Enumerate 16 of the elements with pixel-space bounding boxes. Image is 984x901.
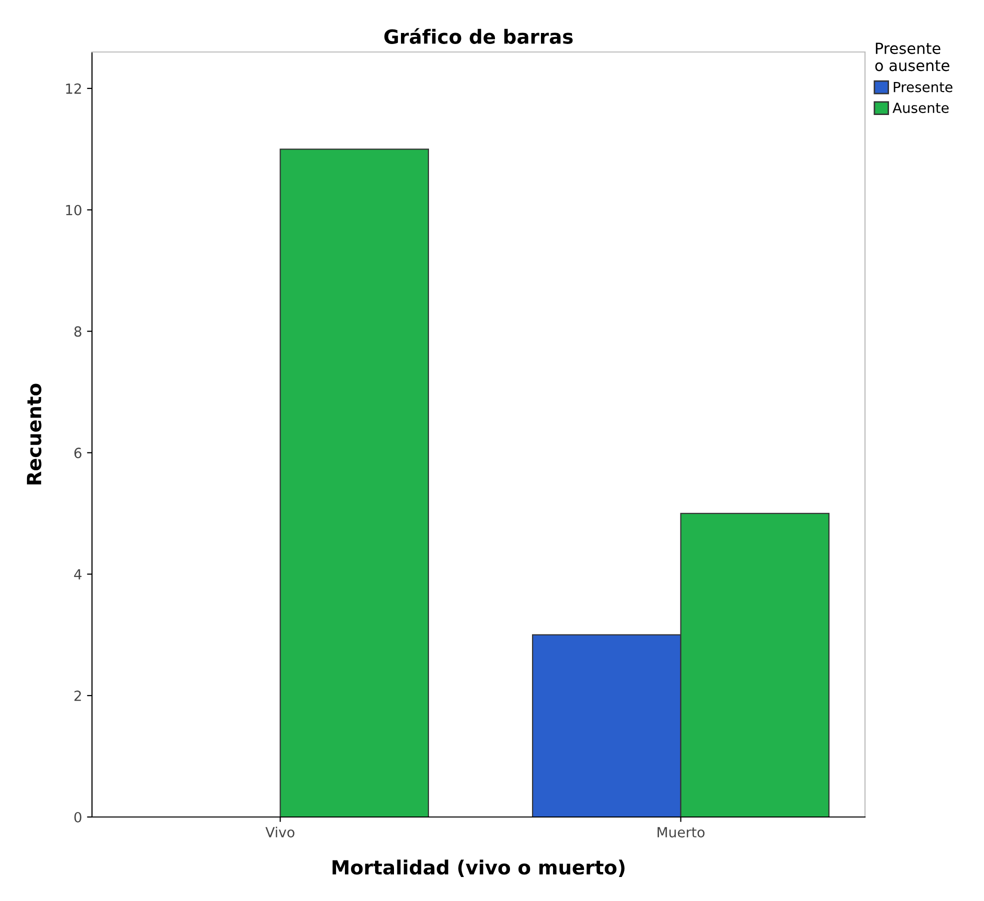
legend-title: Presente o ausente [875, 42, 950, 72]
legend-label: Ausente [892, 102, 949, 114]
x-axis-title: Mortalidad (vivo o muerto) [332, 860, 625, 877]
legend-label: Presente [894, 82, 952, 92]
y-tick-label: 12 [66, 83, 81, 94]
y-axis-title: Recuento [26, 384, 42, 484]
y-tick-label: 6 [74, 448, 82, 458]
x-tick-label: Muerto [658, 827, 704, 838]
bar [280, 148, 429, 817]
x-tick-label: Vivo [265, 826, 294, 838]
y-tick-label: 4 [74, 569, 82, 580]
chart-title: Gráfico de barras [384, 28, 573, 44]
y-tick-label: 8 [74, 326, 82, 337]
y-tick-label: 2 [74, 690, 81, 701]
y-tick-label: 10 [66, 204, 82, 216]
y-tick-label: 0 [74, 812, 82, 822]
